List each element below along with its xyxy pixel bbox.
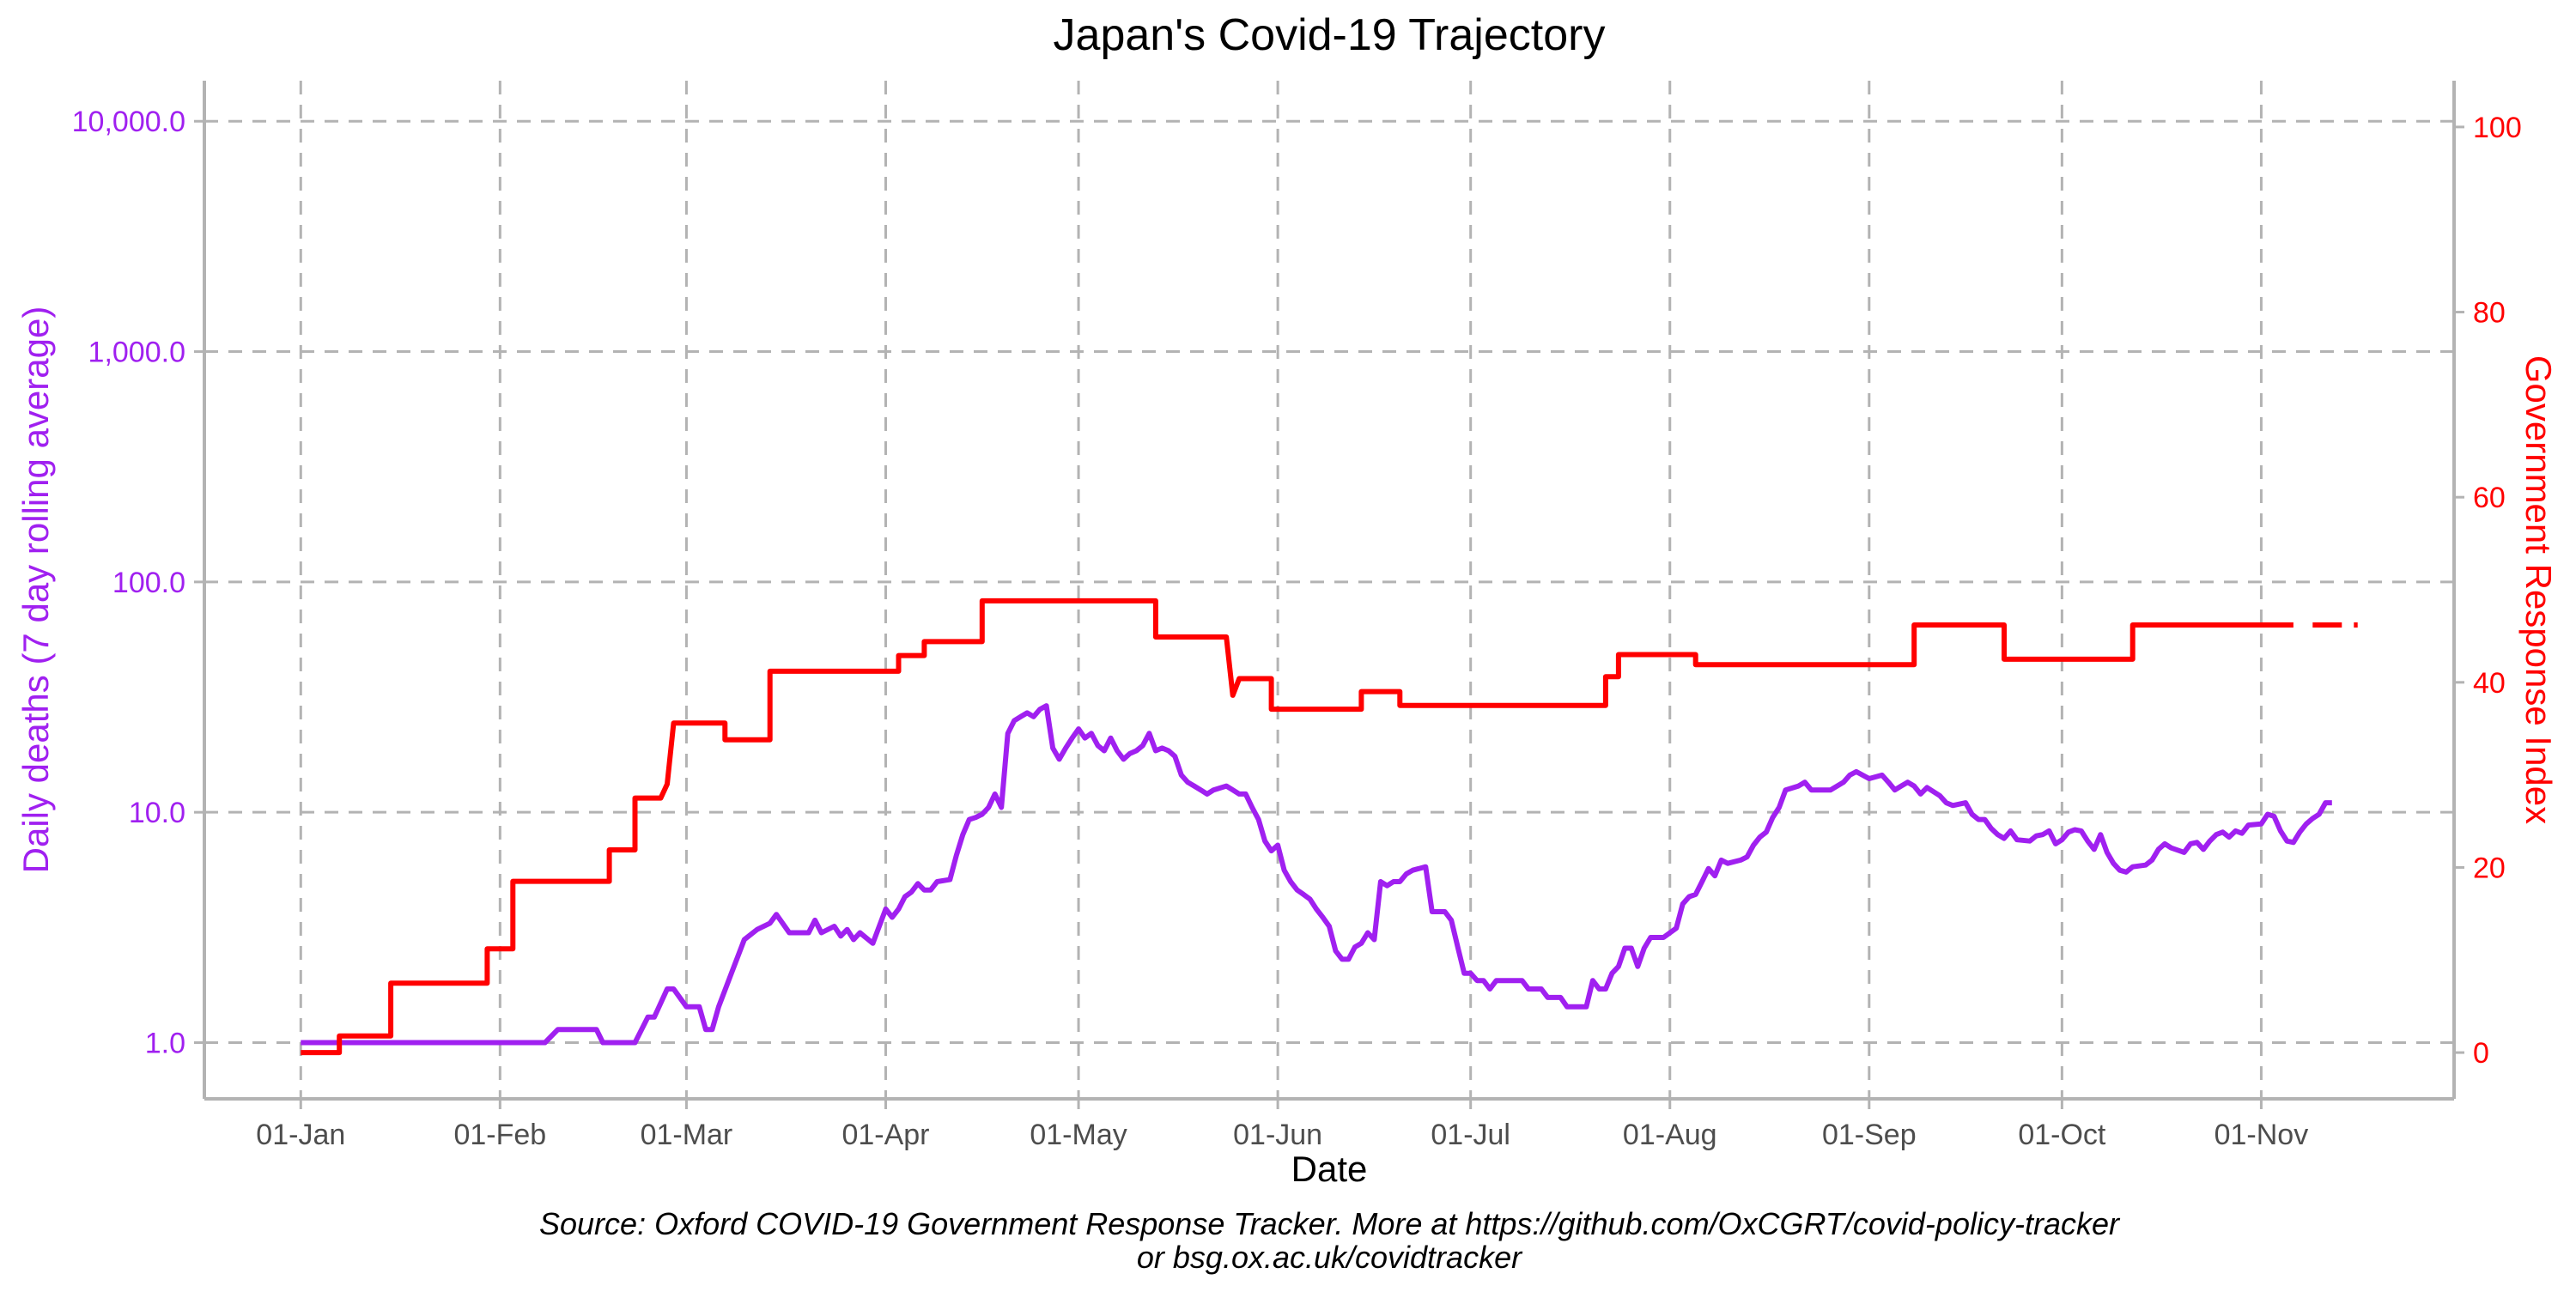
y-right-tick-label: 0: [2473, 1037, 2489, 1070]
y-right-tick-label: 40: [2473, 667, 2506, 700]
axis-layer: [194, 81, 2464, 1109]
x-axis-label: Date: [1291, 1149, 1368, 1189]
y-right-tick-label: 80: [2473, 297, 2506, 330]
x-tick-label: 01-Mar: [641, 1119, 733, 1151]
y-left-tick-label: 100.0: [112, 567, 185, 599]
x-tick-label: 01-Feb: [453, 1119, 546, 1151]
x-tick-label: 01-Jun: [1233, 1119, 1322, 1151]
x-tick-label: 01-May: [1030, 1119, 1127, 1151]
x-tick-label: 01-Nov: [2215, 1119, 2309, 1151]
y-left-tick-label: 10.0: [129, 797, 185, 829]
response-index-line: [301, 597, 2293, 1056]
y-left-tick-label: 1.0: [145, 1027, 185, 1059]
x-tick-label: 01-Jan: [256, 1119, 345, 1151]
y-right-tick-label: 60: [2473, 482, 2506, 514]
grid-layer: [204, 81, 2454, 1099]
y-right-tick-label: 20: [2473, 852, 2506, 884]
caption-line-2: or bsg.ox.ac.uk/covidtracker: [1137, 1240, 1523, 1275]
y-right-tick-label: 100: [2473, 112, 2522, 144]
x-tick-label: 01-Sep: [1822, 1119, 1917, 1151]
y-axis-right-label: Government Response Index: [2518, 355, 2559, 824]
x-tick-label: 01-Aug: [1623, 1119, 1717, 1151]
daily-deaths-line: [301, 703, 2332, 1046]
series-layer: [301, 597, 2358, 1056]
caption-line-1: Source: Oxford COVID-19 Government Respo…: [539, 1206, 2121, 1241]
x-tick-label: 01-Apr: [841, 1119, 929, 1151]
x-tick-label: 01-Jul: [1431, 1119, 1510, 1151]
x-tick-label: 01-Oct: [2018, 1119, 2106, 1151]
tick-layer: 01-Jan 01-Feb 01-Mar 01-Apr 01-May 01-Jun 01-J…: [72, 106, 2522, 1151]
y-axis-left-label: Daily deaths (7 day rolling average): [15, 306, 56, 874]
y-left-tick-label: 1,000.0: [88, 337, 185, 369]
y-left-tick-label: 10,000.0: [72, 106, 185, 138]
chart-title: Japan's Covid-19 Trajectory: [1054, 10, 1606, 60]
